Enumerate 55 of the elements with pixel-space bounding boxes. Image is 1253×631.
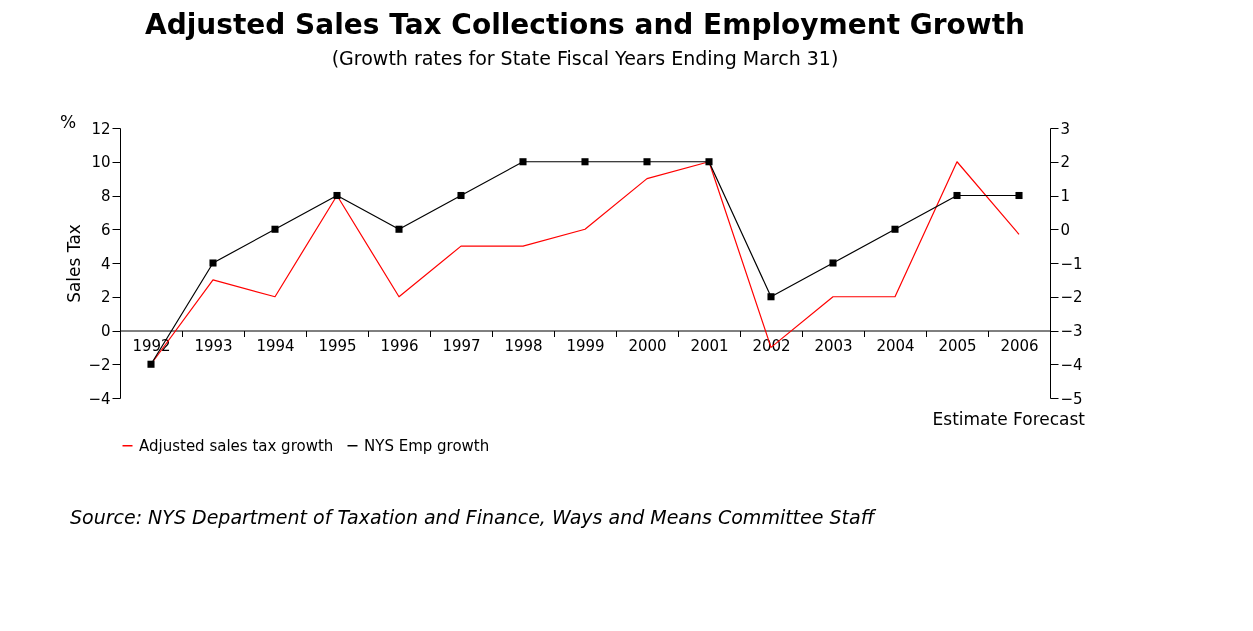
x-tick-label: 2002 <box>752 337 791 355</box>
point <box>829 259 837 267</box>
y2-tick-label: −1 <box>1060 254 1083 273</box>
y-tick-label: 2 <box>100 288 111 307</box>
text: Estimate Forecast <box>932 409 1086 429</box>
x-tick-label: 2003 <box>814 337 853 355</box>
y2-tick-label: −3 <box>1060 322 1083 340</box>
point <box>147 360 155 368</box>
point <box>457 191 465 200</box>
point <box>705 158 713 166</box>
y-tick-label: 8 <box>100 187 111 205</box>
point <box>891 225 899 233</box>
legend-label: Adjusted sales tax growth <box>139 436 334 455</box>
point <box>271 225 279 233</box>
y-tick-label: 0 <box>100 322 111 340</box>
x-tick-label: 1996 <box>380 337 419 355</box>
point <box>1015 191 1023 200</box>
point <box>643 158 651 166</box>
chart-subtitle: (Growth rates for State Fiscal Years Ending March 31) <box>331 47 839 69</box>
y-tick-label: −4 <box>88 389 111 408</box>
text: % <box>60 112 77 132</box>
y2-tick-label: 0 <box>1060 220 1071 239</box>
x-tick-label: 1998 <box>504 337 543 355</box>
source-note: Source: NYS Department of Taxation and Finance, Ways and Means Committee Staff <box>70 506 877 528</box>
y-tick-label: 12 <box>91 119 111 138</box>
y-axis-title: Sales Tax <box>64 224 85 303</box>
point <box>333 191 341 200</box>
chart-title: Adjusted Sales Tax Collections and Employment Growth <box>145 8 1025 41</box>
legend-label: NYS Emp growth <box>364 436 490 455</box>
x-tick-label: 1993 <box>194 337 233 355</box>
y2-tick-label: 2 <box>1060 153 1071 172</box>
point <box>209 259 217 267</box>
x-tick-label: 1997 <box>442 337 481 355</box>
y-tick-label: −2 <box>88 355 111 374</box>
x-tick-label: 2001 <box>690 337 729 355</box>
x-tick-label: 2006 <box>1000 337 1039 355</box>
point <box>581 158 589 166</box>
y2-tick-label: −5 <box>1060 389 1083 408</box>
x-tick-label: 2004 <box>876 337 915 355</box>
x-tick-label: 2005 <box>938 337 977 355</box>
y2-tick-label: −2 <box>1060 288 1083 307</box>
y2-tick-label: 3 <box>1060 119 1071 138</box>
y2-tick-label: −4 <box>1060 355 1083 374</box>
point <box>395 225 403 233</box>
point <box>519 158 527 166</box>
x-tick-label: 1999 <box>566 337 605 355</box>
y-tick-label: 6 <box>100 220 111 239</box>
y-tick-label: 4 <box>100 254 111 273</box>
x-tick-label: 2000 <box>628 337 667 355</box>
x-tick-label: 1995 <box>318 337 357 355</box>
point <box>767 293 775 301</box>
y2-tick-label: 1 <box>1060 187 1071 205</box>
point <box>953 191 961 200</box>
y-tick-label: 10 <box>91 153 111 172</box>
x-tick-label: 1994 <box>256 337 295 355</box>
